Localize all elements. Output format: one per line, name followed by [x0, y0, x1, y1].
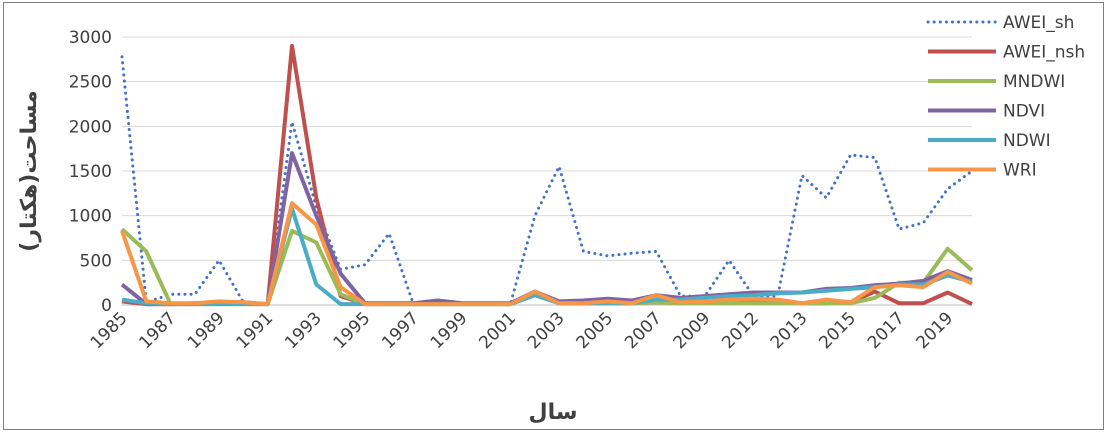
series-lines	[120, 43, 974, 307]
y-tick-label: 2500	[69, 73, 112, 93]
x-tick-label: 2005	[573, 308, 618, 353]
series-line-awei-sh	[120, 55, 974, 306]
y-tick-label: 2000	[69, 117, 112, 137]
y-tick-label: 1000	[69, 207, 112, 227]
series-line-ndwi	[121, 206, 973, 307]
legend-label: NDVI	[1003, 102, 1045, 122]
legend-label: WRI	[1003, 161, 1037, 181]
series-line-ndvi	[120, 151, 973, 307]
y-axis-title: مساحت(هکتار)	[17, 90, 42, 251]
legend-label: MNDWI	[1003, 72, 1065, 92]
x-tick-label: 1989	[184, 308, 229, 353]
x-tick-label: 2015	[815, 308, 860, 353]
series-line-wri	[120, 201, 973, 307]
x-tick-label: 1997	[378, 308, 423, 353]
x-tick-label: 2003	[524, 308, 569, 353]
y-tick-label: 500	[80, 251, 112, 271]
x-tick-label: 1991	[233, 308, 278, 353]
x-tick-label: 2012	[718, 308, 763, 353]
x-axis-title: سال	[529, 400, 578, 425]
x-tick-label: 1993	[281, 308, 326, 353]
legend-label: AWEI_sh	[1003, 13, 1074, 33]
legend-label: NDWI	[1003, 131, 1051, 151]
x-tick-label: 1999	[427, 308, 472, 353]
y-tick-label: 1500	[69, 162, 112, 182]
legend: AWEI_sh AWEI_nsh MNDWI NDVI NDWI WRI	[926, 13, 1085, 181]
x-tick-label: 2013	[767, 308, 812, 353]
series-line-mndwi	[120, 227, 974, 307]
x-tick-label: 1987	[135, 308, 180, 353]
legend-label: AWEI_nsh	[1003, 43, 1085, 63]
x-tick-label: 2001	[475, 308, 520, 353]
x-tick-label: 2007	[621, 308, 666, 353]
gridlines	[122, 36, 972, 261]
x-tick-label: 1995	[330, 308, 375, 353]
series-line-awei-nsh	[121, 43, 973, 307]
x-tick-label: 2019	[913, 308, 958, 353]
x-tick-label: 2009	[670, 308, 715, 353]
y-tick-label: 3000	[69, 28, 112, 48]
y-tick-label: 0	[101, 296, 112, 316]
x-tick-label: 2017	[864, 308, 909, 353]
